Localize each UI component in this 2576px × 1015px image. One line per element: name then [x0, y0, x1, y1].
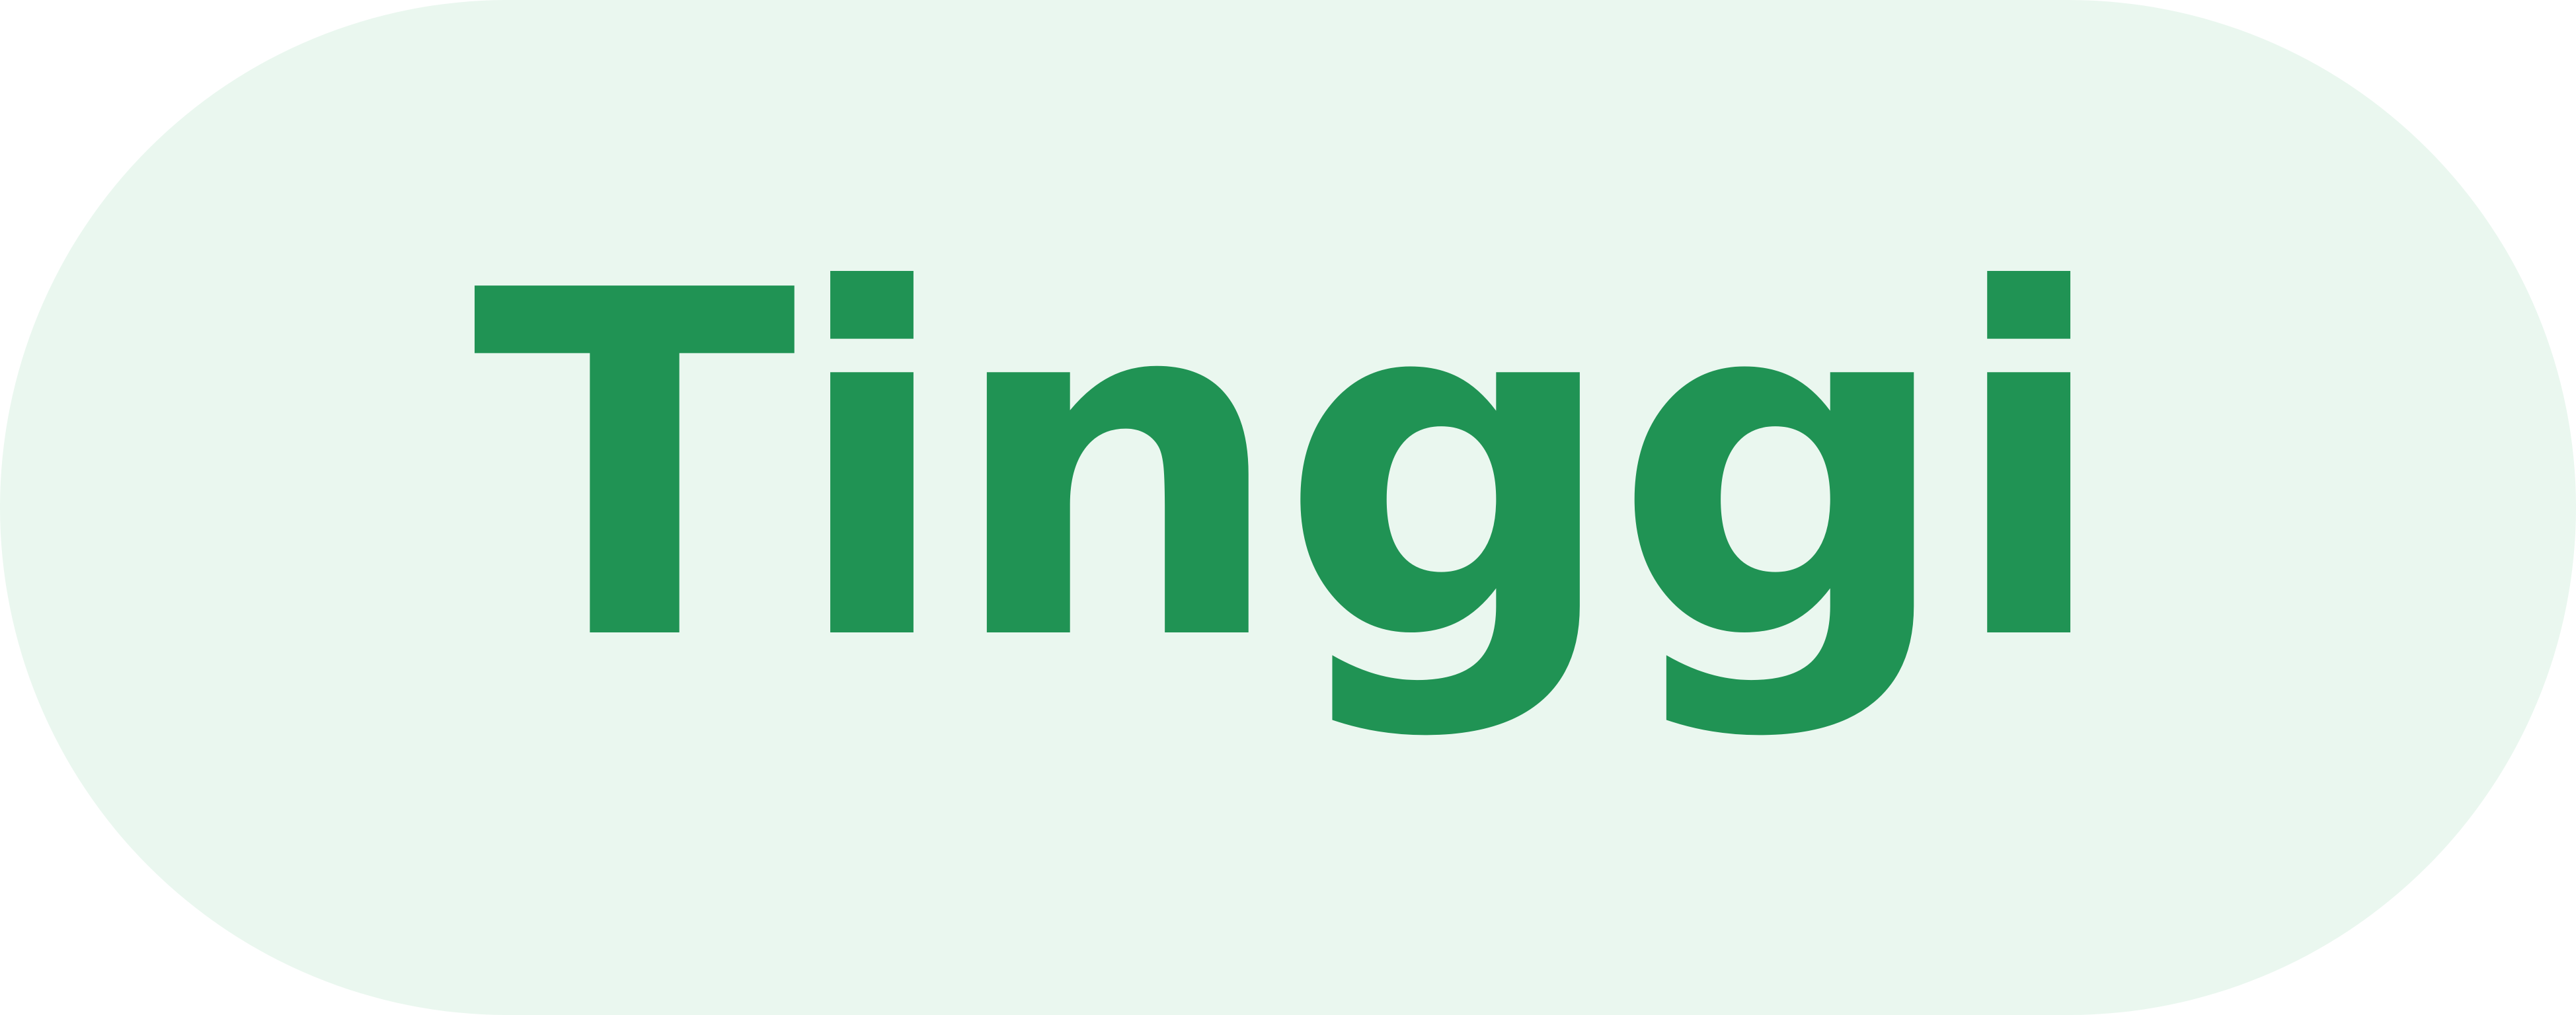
status-badge-label: Tinggi: [472, 191, 2110, 745]
